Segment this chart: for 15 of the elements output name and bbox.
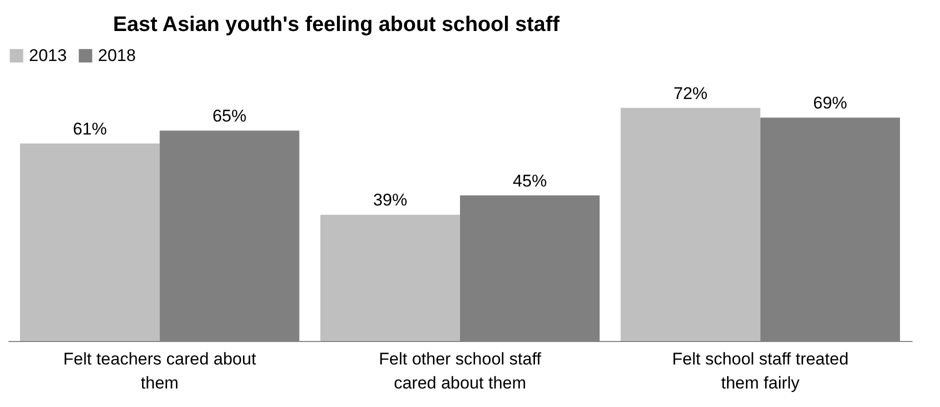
data-label: 61% (72, 120, 107, 139)
data-label: 69% (813, 94, 848, 113)
bar (320, 214, 460, 341)
data-label: 65% (212, 106, 247, 126)
data-label: 39% (373, 190, 408, 210)
data-label: 72% (673, 84, 708, 103)
legend-label: 2018 (98, 46, 136, 65)
x-tick-label: Felt teachers cared about them (63, 350, 256, 392)
x-tick-label: Felt school staff treated them fairly (672, 350, 849, 392)
legend-label: 2013 (29, 46, 67, 65)
bar (20, 144, 160, 341)
chart-title: East Asian youth's feeling about school staff (113, 13, 560, 36)
x-tick-label: Felt other school staff cared about them (378, 350, 542, 392)
data-label: 45% (512, 171, 547, 190)
bar (620, 108, 760, 341)
